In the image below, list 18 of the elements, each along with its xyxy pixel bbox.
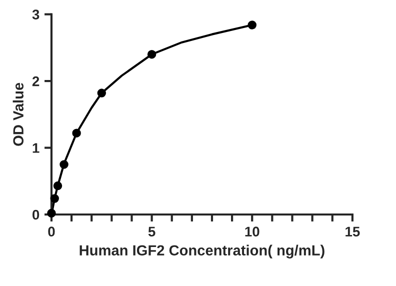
y-tick-label: 1 bbox=[32, 143, 40, 153]
point bbox=[60, 160, 68, 169]
point bbox=[53, 181, 62, 190]
x-tick-label: 0 bbox=[48, 226, 55, 237]
point bbox=[147, 50, 156, 59]
y-tick-label: 0 bbox=[32, 210, 40, 220]
y-tick-label: 2 bbox=[32, 76, 40, 86]
point bbox=[248, 20, 256, 30]
x-tick-label: 15 bbox=[346, 226, 360, 237]
y-tick-label: 3 bbox=[32, 10, 40, 20]
point bbox=[72, 128, 81, 138]
point bbox=[47, 208, 56, 218]
point bbox=[50, 194, 59, 203]
x-tick-label: 5 bbox=[148, 226, 156, 237]
x-axis-title: Human IGF2 Concentration( ng/mL) bbox=[80, 244, 324, 258]
x-tick-label: 10 bbox=[245, 226, 260, 237]
y-axis-title: OD Value bbox=[12, 82, 24, 146]
point bbox=[97, 88, 106, 98]
